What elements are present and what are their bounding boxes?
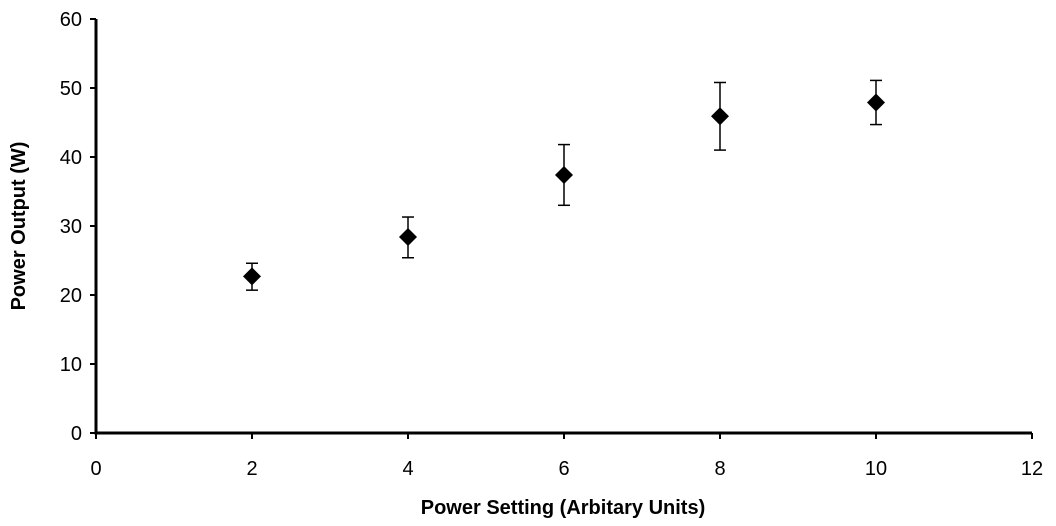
x-tick-label: 6 bbox=[558, 458, 569, 480]
y-tick-label: 0 bbox=[71, 423, 82, 445]
x-tick-label: 0 bbox=[90, 458, 101, 480]
x-tick-label: 4 bbox=[402, 458, 413, 480]
axes bbox=[94, 19, 1032, 435]
data-marks bbox=[243, 79, 885, 291]
x-axis-title: Power Setting (Arbitary Units) bbox=[421, 497, 705, 519]
data-point-diamond bbox=[399, 228, 417, 247]
y-tick-label: 10 bbox=[60, 354, 82, 376]
x-tick-label: 10 bbox=[865, 458, 887, 480]
data-point-diamond bbox=[867, 93, 885, 112]
x-axis-ticks: 0 2 4 6 8 10 12 bbox=[90, 433, 1043, 480]
y-tick-label: 40 bbox=[60, 147, 82, 169]
y-tick-label: 30 bbox=[60, 216, 82, 238]
y-tick-label: 50 bbox=[60, 78, 82, 100]
x-tick-label: 2 bbox=[246, 458, 257, 480]
x-tick-label: 12 bbox=[1021, 458, 1043, 480]
y-axis-title: Power Output (W) bbox=[8, 142, 30, 311]
y-tick-label: 20 bbox=[60, 285, 82, 307]
data-point-diamond bbox=[243, 267, 261, 286]
y-tick-label: 60 bbox=[60, 9, 82, 31]
data-point-diamond bbox=[555, 165, 573, 184]
data-point-diamond bbox=[711, 107, 729, 126]
x-tick-label: 8 bbox=[714, 458, 725, 480]
y-axis-ticks: 0 10 20 30 40 50 60 bbox=[60, 9, 96, 445]
